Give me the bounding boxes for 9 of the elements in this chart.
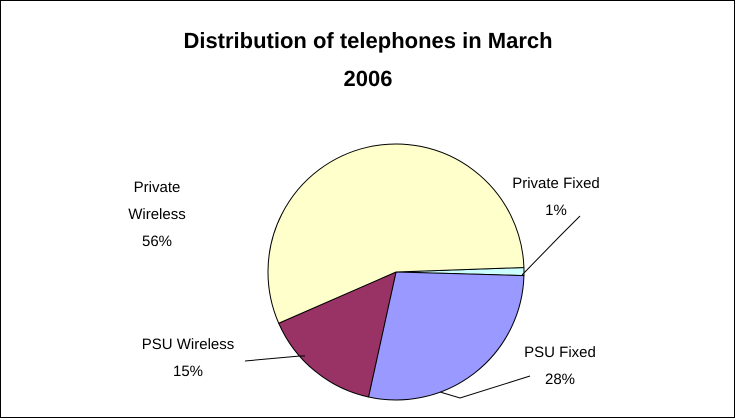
data-label: 1% — [545, 202, 567, 219]
data-label: 56% — [142, 233, 172, 250]
chart-title: Distribution of telephones in March 2006 — [183, 28, 553, 91]
slice-label: PSU Fixed — [524, 344, 596, 361]
slice-label: PSU Wireless — [142, 336, 234, 353]
data-label: 15% — [172, 363, 204, 380]
slice-label: Private Wireless — [128, 179, 186, 223]
slice-label: Private Fixed — [512, 175, 600, 192]
data-label: 28% — [544, 371, 576, 388]
